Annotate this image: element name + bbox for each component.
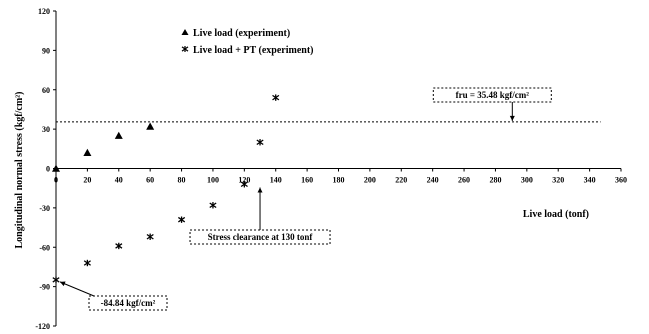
x-tick-label: 160 bbox=[301, 176, 313, 185]
x-tick-label: 100 bbox=[207, 176, 219, 185]
star-point bbox=[52, 276, 60, 284]
x-tick-label: 320 bbox=[552, 176, 564, 185]
x-tick-label: 220 bbox=[395, 176, 407, 185]
triangle-point bbox=[114, 131, 123, 139]
star-point bbox=[146, 233, 154, 240]
x-tick-label: 260 bbox=[458, 176, 470, 185]
legend-star-icon bbox=[181, 46, 189, 52]
x-tick-label: 180 bbox=[333, 176, 345, 185]
x-tick-label: 60 bbox=[146, 176, 154, 185]
star-point bbox=[240, 181, 248, 188]
min-stress-annotation-text: -84.84 kgf/cm² bbox=[101, 298, 156, 308]
legend-label: Live load + PT (experiment) bbox=[193, 45, 314, 56]
fru-annotation-text: fru = 35.48 kgf/cm² bbox=[456, 90, 530, 100]
triangle-point bbox=[83, 148, 92, 156]
y-tick-label: 90 bbox=[42, 46, 50, 55]
y-tick-label: -90 bbox=[39, 283, 50, 292]
x-tick-label: 20 bbox=[83, 176, 91, 185]
y-tick-label: -30 bbox=[39, 204, 50, 213]
x-tick-label: 120 bbox=[238, 176, 250, 185]
min-stress-arrow-line bbox=[59, 281, 95, 297]
star-point bbox=[272, 94, 280, 101]
star-point bbox=[177, 216, 186, 223]
triangle-point bbox=[146, 122, 155, 130]
y-tick-label: 120 bbox=[38, 7, 50, 16]
x-tick-label: 200 bbox=[364, 176, 376, 185]
star-point bbox=[83, 259, 91, 267]
x-tick-label: 300 bbox=[521, 176, 533, 185]
star-point bbox=[209, 202, 217, 209]
fru-annotation-box bbox=[432, 87, 552, 103]
min-stress-annotation-box bbox=[88, 295, 168, 311]
star-point bbox=[115, 242, 123, 250]
tick-labels: 0 20 40 60 80 100 120 140 160 180 200 220 240 260 280 3… bbox=[35, 7, 627, 331]
y-tick-label: 60 bbox=[42, 86, 50, 95]
y-axis-label: Longitudinal normal stress (kgf/cm²) bbox=[14, 92, 25, 249]
x-tick-label: 80 bbox=[178, 176, 186, 185]
triangle-point bbox=[52, 164, 60, 172]
x-tick-label: 240 bbox=[427, 176, 439, 185]
legend-triangle-icon bbox=[181, 29, 189, 35]
data-points bbox=[52, 94, 280, 284]
y-tick-label: 0 bbox=[46, 165, 50, 174]
stress-clearance-arrow-head bbox=[257, 187, 263, 193]
annotations: fru = 35.48 kgf/cm² Stress clearance at 1… bbox=[59, 87, 552, 311]
y-tick-label: -120 bbox=[35, 322, 50, 331]
y-tick-label: 30 bbox=[42, 125, 50, 134]
legend-label: Live load (experiment) bbox=[193, 28, 290, 39]
stress-clearance-annotation-text: Stress clearance at 130 tonf bbox=[208, 232, 314, 242]
legend: Live load (experiment) Live load + PT (ex… bbox=[181, 28, 314, 56]
y-tick-label: -60 bbox=[39, 243, 50, 252]
x-tick-label: 360 bbox=[615, 176, 627, 185]
x-tick-label: 140 bbox=[270, 176, 282, 185]
star-point bbox=[256, 139, 264, 146]
axes bbox=[53, 10, 622, 327]
fru-arrow-head bbox=[509, 115, 515, 121]
x-axis-label: Live load (tonf) bbox=[523, 209, 589, 220]
x-tick-label: 0 bbox=[54, 176, 58, 185]
x-tick-label: 40 bbox=[115, 176, 123, 185]
x-tick-label: 280 bbox=[489, 176, 501, 185]
min-stress-arrow-head bbox=[60, 281, 66, 287]
x-tick-label: 340 bbox=[584, 176, 596, 185]
